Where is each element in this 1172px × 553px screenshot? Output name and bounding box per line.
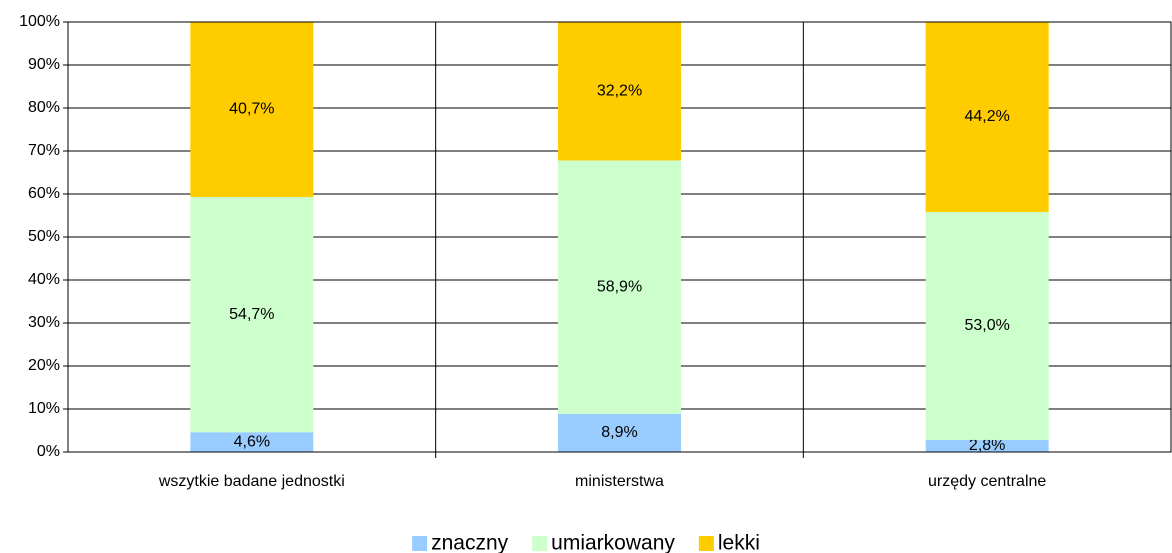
y-tick-label: 60% [28,185,60,202]
bar-segment [558,22,681,161]
legend-swatch [532,536,548,551]
bar-segment [190,197,314,433]
legend-label: znaczny [431,532,509,553]
x-tick-label: urzędy centralne [928,473,1046,490]
data-label: 32,2% [597,82,642,99]
data-label: 8,9% [601,424,637,441]
bar-segment [925,22,1049,213]
data-label: 53,0% [964,317,1009,334]
y-tick-label: 40% [28,271,60,288]
y-tick-label: 80% [28,99,60,116]
bar-segment [190,22,314,198]
legend-swatch [412,536,428,551]
x-tick-label: ministerstwa [575,473,664,490]
bar-segment [925,439,1049,452]
y-tick-label: 50% [28,228,60,245]
data-label: 54,7% [229,306,274,323]
bar-segment [558,413,681,452]
y-tick-label: 10% [28,400,60,417]
data-label: 40,7% [229,101,274,118]
data-label: 44,2% [964,108,1009,125]
data-label: 2,8% [969,437,1005,454]
x-tick-label: wszytkie badane jednostki [158,473,345,490]
data-label: 58,9% [597,278,642,295]
legend-swatch [698,536,714,551]
bar-segment [925,212,1049,440]
y-tick-label: 70% [28,142,60,159]
legend-label: lekki [718,532,760,553]
y-tick-label: 20% [28,357,60,374]
bar-segment [558,160,681,414]
y-tick-label: 100% [19,13,60,30]
legend-label: umiarkowany [551,532,675,553]
y-tick-label: 90% [28,56,60,73]
data-label: 4,6% [234,433,270,450]
bar-segment [190,432,314,452]
y-tick-label: 0% [37,443,60,460]
plot-border [67,21,1172,453]
y-tick-label: 30% [28,314,60,331]
